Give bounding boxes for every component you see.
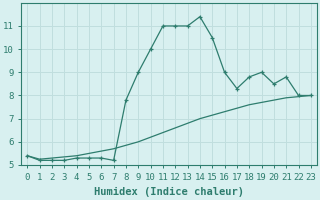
X-axis label: Humidex (Indice chaleur): Humidex (Indice chaleur) bbox=[94, 187, 244, 197]
